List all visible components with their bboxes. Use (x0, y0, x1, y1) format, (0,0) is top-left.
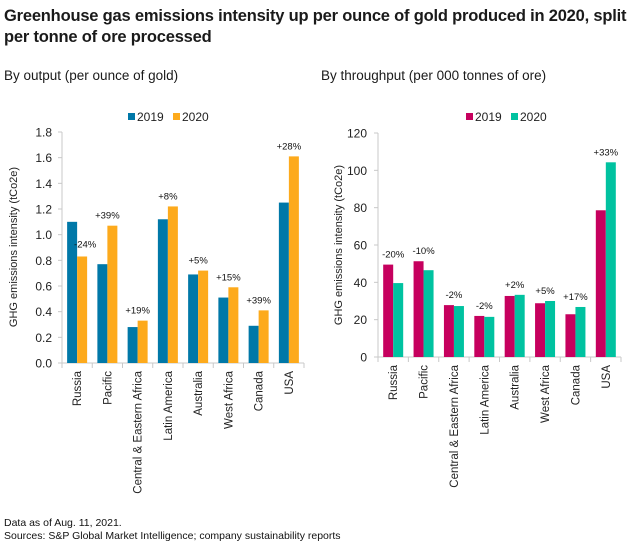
left-y-tick-label: 1.4 (35, 177, 52, 191)
left-legend-label-2019: 2019 (137, 110, 164, 124)
right-bar-2019 (443, 305, 454, 357)
left-category-label: Canada (254, 370, 266, 411)
right-bar-2019 (565, 314, 576, 357)
left-bar-2019 (97, 264, 108, 363)
right-category-label: Central & Eastern Africa (449, 364, 461, 487)
footer: Data as of Aug. 11, 2021. Sources: S&P G… (4, 517, 341, 543)
right-change-annotation: +2% (505, 280, 525, 291)
left-bar-2020 (198, 270, 209, 363)
left-bar-2019 (278, 202, 289, 363)
right-category-label: Canada (570, 364, 582, 405)
right-category-label: Russia (388, 364, 400, 400)
right-bar-2020 (393, 283, 404, 357)
right-category-label: Latin America (479, 364, 491, 434)
right-bar-2019 (535, 303, 546, 357)
right-change-annotation: -2% (476, 301, 493, 312)
left-change-annotation: +8% (158, 191, 178, 202)
left-chart-subtitle: By output (per ounce of gold) (4, 68, 179, 83)
left-category-label: USA (284, 371, 296, 395)
left-legend-label-2020: 2020 (182, 110, 209, 124)
right-change-annotation: +5% (535, 286, 555, 297)
left-bar-2019 (67, 221, 78, 363)
left-y-tick-label: 0.4 (35, 305, 52, 319)
left-change-annotation: -24% (74, 239, 97, 250)
right-legend-label-2019: 2019 (475, 110, 502, 124)
left-bar-2019 (248, 325, 259, 363)
right-category-label: West Africa (540, 364, 552, 423)
left-y-tick-label: 1.2 (35, 203, 52, 217)
left-y-tick-label: 1.8 (35, 126, 52, 140)
left-category-label: Latin America (163, 370, 175, 440)
right-bar-2020 (545, 301, 556, 357)
left-category-label: Central & Eastern Africa (133, 370, 145, 493)
right-change-annotation: -10% (412, 246, 435, 257)
left-category-label: Australia (193, 370, 205, 415)
sources-note: Sources: S&P Global Market Intelligence;… (4, 530, 341, 542)
right-change-annotation: +33% (594, 147, 619, 158)
right-bar-2020 (514, 294, 525, 357)
left-category-label: Pacific (102, 371, 114, 405)
left-bar-2019 (157, 219, 168, 363)
left-change-annotation: +5% (188, 256, 208, 267)
left-y-tick-label: 0.8 (35, 254, 52, 268)
right-y-axis-label: GHG emissions intensity (tCo2e) (333, 165, 345, 325)
left-bar-2020 (228, 287, 239, 363)
left-y-tick-label: 0.6 (35, 280, 52, 294)
right-legend-swatch-2020 (511, 113, 518, 120)
left-change-annotation: +19% (125, 306, 150, 317)
left-bar-2020 (258, 310, 269, 363)
left-bar-2019 (188, 274, 199, 363)
right-bar-2020 (605, 162, 616, 357)
left-change-annotation: +28% (277, 141, 302, 152)
right-bar-2020 (453, 306, 464, 357)
right-bar-2019 (595, 210, 606, 357)
left-y-tick-label: 1.0 (35, 228, 52, 242)
right-bar-2019 (474, 315, 485, 357)
left-legend-swatch-2020 (173, 113, 180, 120)
chart-title: Greenhouse gas emissions intensity up pe… (4, 7, 627, 46)
right-y-tick-label: 60 (354, 239, 368, 253)
right-chart-subtitle: By throughput (per 000 tonnes of ore) (321, 68, 547, 83)
right-y-tick-label: 80 (354, 201, 368, 215)
right-category-label: USA (601, 365, 613, 389)
right-y-tick-label: 20 (354, 313, 368, 327)
left-bar-2020 (288, 156, 299, 363)
right-bar-2020 (484, 316, 495, 357)
right-y-tick-label: 40 (354, 276, 368, 290)
right-legend-label-2020: 2020 (520, 110, 547, 124)
left-bar-2020 (137, 320, 148, 363)
right-legend-swatch-2019 (466, 113, 473, 120)
left-bar-2020 (167, 206, 178, 363)
left-change-annotation: +39% (95, 211, 120, 222)
left-change-annotation: +15% (216, 272, 241, 283)
left-y-tick-label: 0.2 (35, 331, 52, 345)
right-change-annotation: -20% (382, 250, 405, 261)
left-y-axis-label: GHG emissions intensity (tCo2e) (8, 167, 20, 327)
right-y-tick-label: 120 (347, 127, 367, 141)
left-legend-swatch-2019 (128, 113, 135, 120)
right-y-tick-label: 100 (347, 164, 367, 178)
right-bar-2020 (423, 270, 434, 357)
right-change-annotation: +17% (563, 292, 588, 303)
right-bar-2019 (383, 264, 394, 357)
left-bar-2020 (77, 256, 88, 363)
data-date-note: Data as of Aug. 11, 2021. (4, 517, 122, 529)
right-change-annotation: -2% (445, 290, 462, 301)
left-category-label: Russia (72, 370, 84, 406)
right-category-label: Australia (510, 364, 522, 409)
left-y-tick-label: 0.0 (35, 357, 52, 371)
left-bar-2020 (107, 225, 118, 363)
left-change-annotation: +39% (246, 295, 271, 306)
left-bar-2019 (218, 297, 229, 363)
right-bar-2019 (504, 295, 515, 357)
right-bar-2019 (413, 261, 424, 357)
left-category-label: West Africa (223, 370, 235, 429)
right-y-tick-label: 0 (360, 351, 367, 365)
right-bar-2020 (575, 306, 586, 357)
right-category-label: Pacific (419, 365, 431, 399)
left-y-tick-label: 1.6 (35, 151, 52, 165)
left-bar-2019 (127, 327, 138, 363)
